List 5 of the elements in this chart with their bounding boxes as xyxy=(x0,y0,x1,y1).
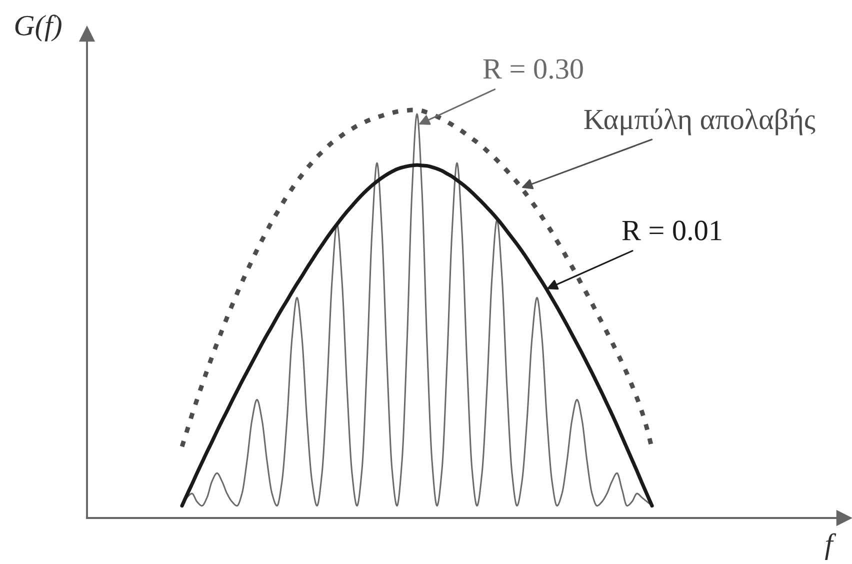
text: Καμπύλη απολαβής xyxy=(584,108,816,136)
x-axis-title: f xyxy=(825,533,836,560)
text: R = 0.01 xyxy=(622,220,722,240)
text: R = 0.30 xyxy=(483,59,583,79)
y-axis-title: G(f) xyxy=(15,14,62,42)
